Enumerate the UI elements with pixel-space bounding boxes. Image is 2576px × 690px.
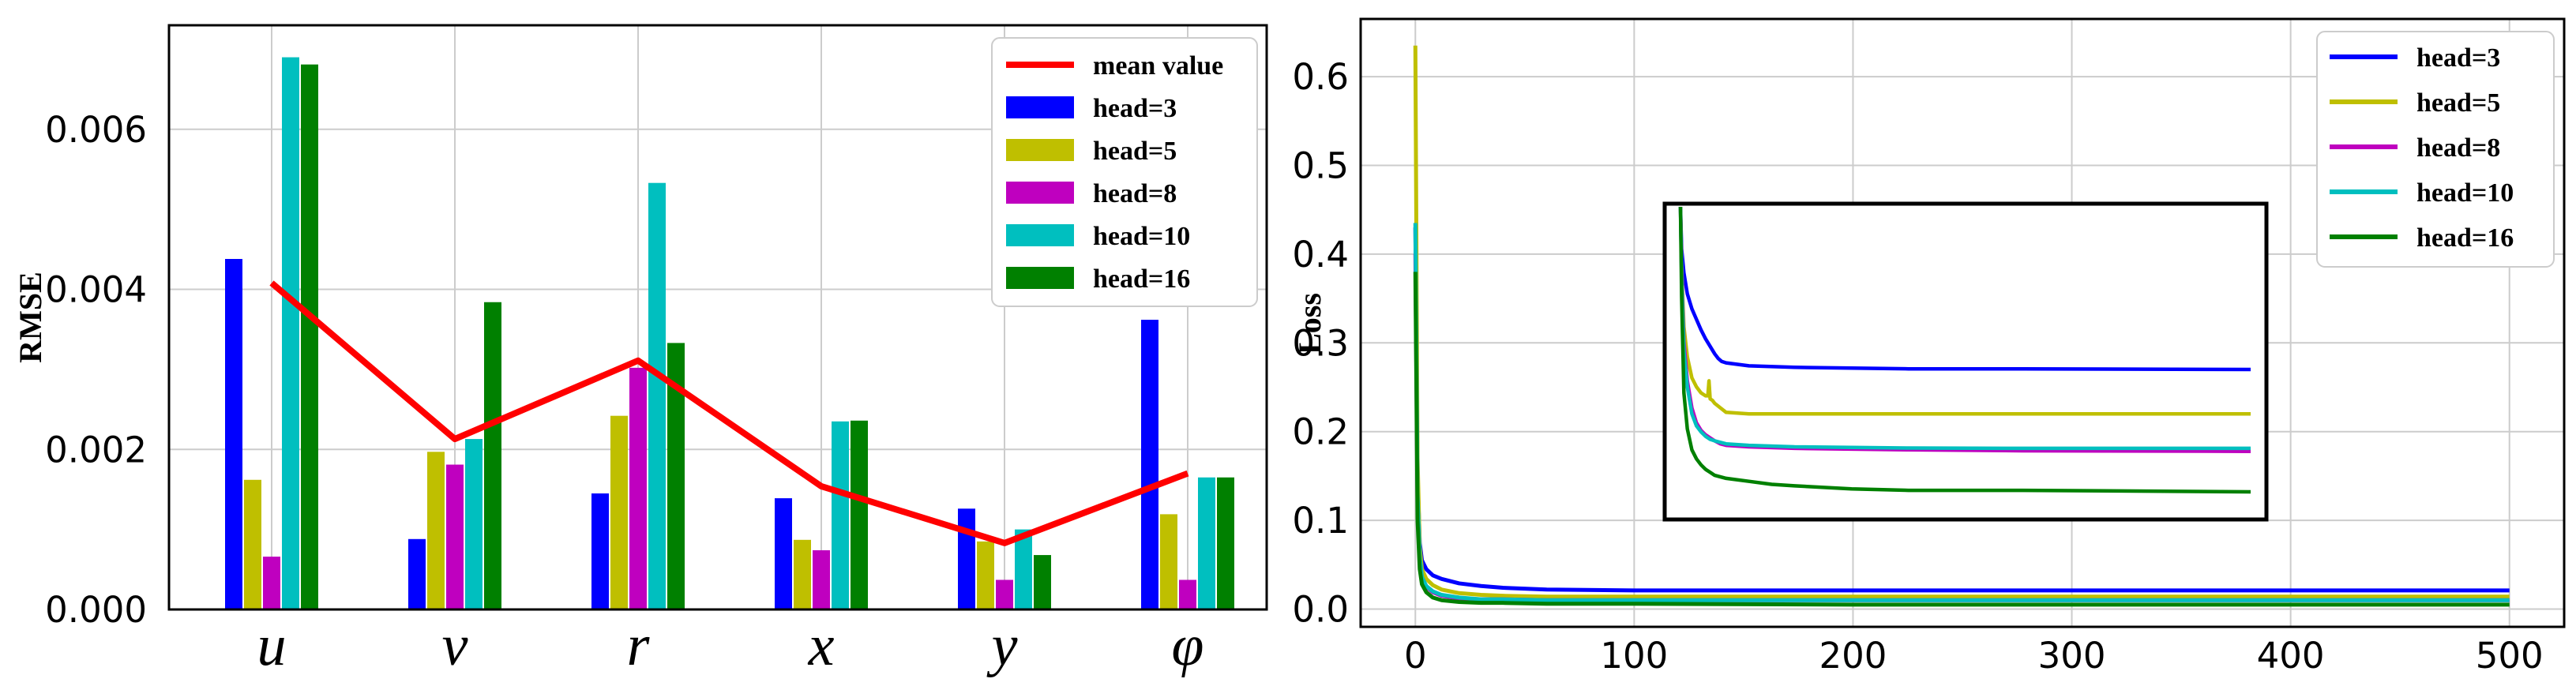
legend-label-head3: head=3 [1093, 94, 1177, 123]
legend-text-head10: head=10 [2416, 178, 2514, 208]
bar-head8-y [996, 579, 1013, 609]
legend-handle-head5 [1006, 139, 1074, 161]
bar-head10-u [282, 57, 299, 609]
left-y-tick-label: 0.000 [45, 589, 147, 631]
left-legend: mean value head=3 head=5 head=8 head=10 … [991, 37, 1258, 307]
inset-frame-fill [1665, 204, 2266, 519]
left-y-tick-label: 0.006 [45, 109, 147, 151]
bar-head3-x [775, 498, 792, 609]
bar-head16-u [301, 64, 318, 609]
legend-text-head3: head=3 [2416, 43, 2500, 73]
bar-head5-u [244, 479, 261, 609]
left-y-tick-label: 0.004 [45, 269, 147, 311]
legend-handle-head3 [1006, 96, 1074, 118]
left-y-tick-labels: 0.000 0.002 0.004 0.006 [45, 109, 147, 631]
right-y-tick-labels: 0.0 0.1 0.2 0.3 0.4 0.5 0.6 [1292, 56, 1349, 630]
inset-frame [1662, 201, 2269, 522]
bar-head3-v [408, 538, 426, 609]
bar-head10-v [465, 439, 483, 609]
left-x-category-label: y [986, 613, 1018, 678]
legend-label-head8: head=8 [1093, 179, 1177, 208]
right-y-tick-label: 0.0 [1292, 589, 1349, 631]
bar-head10-φ [1198, 477, 1215, 609]
rmse-bar-chart: 0.000 0.002 0.004 0.006 u v r x y φ RMSE mean va… [13, 24, 1268, 678]
bar-head8-x [813, 549, 830, 609]
legend-text-head8: head=8 [2416, 133, 2500, 163]
legend-text-head5: head=5 [2416, 88, 2500, 118]
right-x-tick-label: 300 [2038, 635, 2106, 677]
zoom-inset [1662, 201, 2269, 522]
inset-line-head10 [1678, 206, 2251, 451]
inset-lines [1678, 206, 2251, 494]
right-y-tick-label: 0.6 [1292, 56, 1349, 98]
legend-handle-head16 [1006, 267, 1074, 289]
right-y-tick-label: 0.2 [1292, 411, 1349, 453]
left-bars [225, 57, 1234, 610]
bar-head5-φ [1160, 514, 1177, 609]
legend-handle-head8 [1006, 182, 1074, 204]
right-x-tick-label: 100 [1600, 635, 1668, 677]
legend-label-head5: head=5 [1093, 137, 1177, 166]
left-x-category-label: u [257, 613, 287, 678]
bar-head5-x [794, 539, 811, 609]
bar-head3-φ [1141, 320, 1158, 609]
left-y-axis-label: RMSE [13, 272, 48, 363]
left-gridlines [169, 25, 1267, 610]
bar-head5-v [427, 452, 445, 609]
bar-head10-y [1015, 529, 1032, 609]
right-loss-lines [1413, 45, 2510, 607]
legend-label-head10: head=10 [1093, 222, 1190, 251]
right-x-tick-label: 200 [1819, 635, 1887, 677]
left-x-category-label: φ [1172, 613, 1204, 678]
right-legend-box [2316, 31, 2555, 268]
right-x-tick-label: 500 [2476, 635, 2544, 677]
bar-head5-y [977, 541, 994, 609]
right-legend: head=3 head=5 head=8 head=10 head=16 [2316, 31, 2555, 268]
right-y-tick-label: 0.3 [1292, 322, 1349, 364]
left-x-category-label: r [627, 613, 651, 678]
left-x-category-label: x [808, 613, 835, 678]
right-y-tick-label: 0.1 [1292, 500, 1349, 542]
right-y-tick-label: 0.4 [1292, 234, 1349, 276]
bar-head3-y [958, 508, 975, 609]
bar-head8-u [263, 557, 280, 609]
bar-head10-x [832, 421, 849, 609]
inset-line-head3 [1678, 206, 2251, 372]
bar-head8-φ [1179, 579, 1196, 609]
legend-label-mean: mean value [1093, 51, 1223, 81]
inset-line-head5 [1678, 206, 2251, 416]
bar-head10-r [648, 182, 666, 610]
left-y-tick-label: 0.002 [45, 429, 147, 471]
right-plot-frame [1359, 17, 2566, 628]
bar-head8-r [629, 367, 647, 609]
loss-line-chart: 0.0 0.1 0.2 0.3 0.4 0.5 0.6 0 100 200 300 400 500 L… [1292, 17, 2566, 677]
bar-head16-r [667, 343, 685, 609]
bar-head5-r [610, 415, 628, 609]
bar-head8-v [446, 464, 464, 609]
inset-line-head16 [1678, 206, 2251, 494]
bar-head3-r [591, 493, 609, 609]
right-x-tick-label: 0 [1404, 635, 1427, 677]
bar-head16-φ [1217, 477, 1234, 609]
mean-value-line [269, 280, 1189, 546]
left-plot-frame [167, 24, 1268, 611]
loss-line-head16 [1413, 272, 2510, 607]
bar-head16-v [484, 302, 501, 609]
right-x-tick-label: 400 [2257, 635, 2325, 677]
legend-text-head16: head=16 [2416, 223, 2514, 253]
left-x-category-label: v [442, 613, 468, 678]
bar-head16-x [851, 420, 868, 609]
right-y-axis-label: Loss [1292, 293, 1327, 354]
bar-head3-u [225, 259, 242, 609]
legend-label-head16: head=16 [1093, 264, 1190, 294]
right-y-tick-label: 0.5 [1292, 144, 1349, 186]
right-x-tick-labels: 0 100 200 300 400 500 [1404, 635, 2544, 677]
legend-handle-head10 [1006, 224, 1074, 246]
bar-head16-y [1034, 555, 1051, 609]
